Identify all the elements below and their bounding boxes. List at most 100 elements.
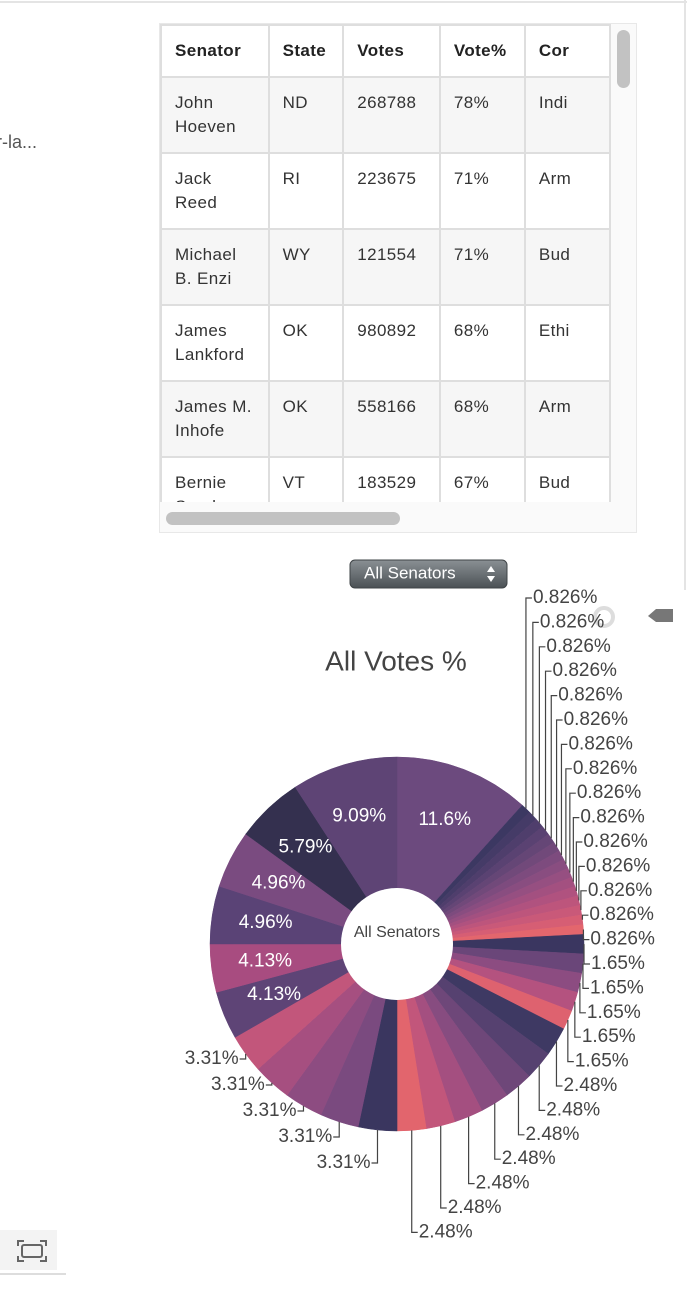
table-row: James Lankford OK 980892 68% Ethi [160, 304, 611, 382]
column-header[interactable]: State [267, 24, 345, 78]
table-cell: 558166 [342, 380, 441, 458]
leader-line [583, 944, 590, 965]
leader-line [525, 597, 532, 809]
table-cell: 121554 [342, 228, 441, 306]
table-row: Michael B. Enzi WY 121554 71% Bud [160, 228, 611, 306]
column-header[interactable]: Cor [523, 24, 611, 78]
dropdown-label[interactable]: All Senators [364, 563, 456, 582]
table-cell: Bud [523, 456, 611, 502]
leader-line [538, 1065, 546, 1112]
slice-label: 0.826% [558, 685, 623, 706]
leader-line [581, 914, 589, 920]
leader-line [411, 1130, 418, 1234]
leader-line [239, 1053, 247, 1060]
dropdown-button[interactable] [349, 559, 508, 589]
leader-line [555, 1041, 563, 1087]
leader-line [582, 929, 590, 941]
leader-line [468, 1116, 475, 1185]
modebar-tag[interactable] [648, 609, 673, 622]
leader-line [582, 963, 589, 990]
table-row: James M. Inhofe OK 558166 68% Arm [160, 380, 611, 458]
chart-title: All Votes % [325, 645, 467, 676]
leader-line [575, 841, 583, 892]
pie-slices [209, 756, 585, 1132]
table-cell: WY [267, 228, 345, 306]
table-cell: ND [267, 76, 345, 154]
leader-line [494, 1103, 501, 1160]
slice-label: 3.31% [317, 1152, 371, 1173]
slice-label: 4.13% [238, 950, 292, 971]
leader-line [574, 1001, 581, 1038]
fullscreen-icon[interactable] [17, 1240, 47, 1262]
table-cell: RI [267, 152, 345, 230]
vertical-scrollbar[interactable] [617, 30, 630, 88]
table-row: Jack Reed RI 223675 71% Arm [160, 152, 611, 230]
slice-label: 0.826% [573, 758, 638, 779]
table-cell: Arm [523, 152, 611, 230]
table-cell: 68% [438, 380, 526, 458]
pie-hole [341, 888, 453, 1000]
table-cell: 268788 [342, 76, 441, 154]
slice-label: 1.65% [590, 977, 644, 998]
table-cell: Bud [523, 228, 611, 306]
slice-label: 2.48% [502, 1148, 556, 1169]
table-cell: 223675 [342, 152, 441, 230]
column-header[interactable]: Votes [342, 24, 441, 78]
slice-label: 2.48% [419, 1221, 473, 1242]
slice-label: 0.826% [588, 880, 653, 901]
leader-line [560, 743, 568, 855]
hole-label: All Senators [354, 924, 440, 941]
column-header[interactable]: Senator [160, 24, 270, 78]
table-cell: 67% [438, 456, 526, 502]
slice-label: 0.826% [533, 587, 598, 608]
slice-label: 1.65% [591, 953, 645, 974]
slice-label: 11.6% [419, 809, 472, 830]
leader-line [565, 768, 572, 864]
slice-label: 0.826% [577, 782, 642, 803]
slice-label: 2.48% [563, 1075, 617, 1096]
table-cell: James Lankford [160, 304, 270, 382]
table-cell: Ethi [523, 304, 611, 382]
slice-label: 4.13% [247, 984, 301, 1005]
table-cell: James M. Inhofe [160, 380, 270, 458]
slice-label: 0.826% [590, 929, 655, 950]
slice-label: 0.826% [553, 660, 618, 681]
fullscreen-box[interactable] [0, 1230, 57, 1270]
leader-line [265, 1082, 273, 1086]
modebar-icon[interactable] [593, 606, 615, 628]
table-cell: Bernie Sanders [160, 456, 270, 502]
dropdown[interactable]: All Senators [349, 559, 508, 589]
header-row: Senator State Votes Vote% Cor [160, 24, 611, 78]
horizontal-scrollbar[interactable] [166, 512, 400, 525]
slice-label: 0.826% [586, 855, 651, 876]
leader-line [550, 694, 558, 839]
slice-label: 3.31% [211, 1074, 265, 1095]
leader-line [579, 982, 586, 1014]
leader-line [333, 1121, 340, 1138]
fullscreen-control[interactable] [0, 1230, 66, 1275]
slice-label: 4.96% [252, 873, 306, 894]
slice-label: 1.65% [575, 1051, 629, 1072]
slice-label: 4.96% [239, 912, 293, 933]
leader-line [569, 792, 576, 873]
table-cell: 78% [438, 76, 526, 154]
leader-line [297, 1105, 305, 1112]
slice-label: 3.31% [243, 1100, 297, 1121]
leader-line [544, 670, 552, 831]
slice-label: 0.826% [564, 709, 629, 730]
leader-line [532, 621, 539, 816]
table-viewport: Senator State Votes Vote% Cor John Hoeven ND 26… [160, 24, 611, 502]
leader-line [371, 1129, 379, 1164]
table-cell: Michael B. Enzi [160, 228, 270, 306]
column-header[interactable]: Vote% [438, 24, 526, 78]
dropdown-arrows [487, 566, 495, 582]
pie-labels: 11.6% 0.826% 0.826% 0.826% 0.826% 0.826% 0.826… [185, 587, 655, 1242]
slice-label: 9.09% [332, 805, 386, 826]
table-cell: John Hoeven [160, 76, 270, 154]
slice-label: 0.826% [546, 636, 611, 657]
slice-label: 1.65% [582, 1026, 636, 1047]
slice-label: 5.79% [279, 837, 333, 858]
slice-label: 3.31% [185, 1048, 239, 1069]
leader-line [578, 865, 585, 901]
